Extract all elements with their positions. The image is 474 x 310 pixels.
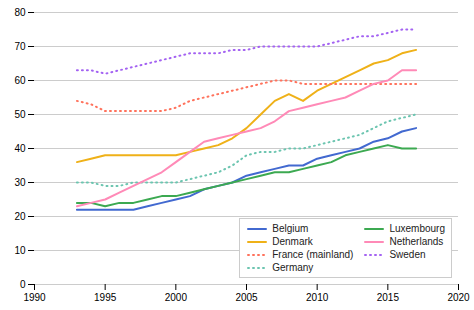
svg-text:2010: 2010 [306, 292, 329, 303]
svg-text:1995: 1995 [94, 292, 117, 303]
svg-text:60: 60 [14, 75, 26, 86]
svg-text:70: 70 [14, 41, 26, 52]
html-text:Germany: Germany [272, 262, 314, 273]
html-text:Denmark: Denmark [272, 236, 313, 247]
html-text:Netherlands: Netherlands [389, 236, 444, 247]
svg-text:2020: 2020 [447, 292, 470, 303]
html-text:Belgium: Belgium [272, 223, 309, 234]
html-text:France (mainland): France (mainland) [272, 249, 354, 260]
svg-text:2015: 2015 [377, 292, 400, 303]
svg-text:0: 0 [20, 279, 26, 290]
html-text:Luxembourg: Luxembourg [389, 223, 445, 234]
svg-text:30: 30 [14, 177, 26, 188]
svg-text:20: 20 [14, 211, 26, 222]
svg-text:80: 80 [14, 7, 26, 18]
svg-text:1990: 1990 [23, 292, 46, 303]
svg-text:10: 10 [14, 245, 26, 256]
svg-text:2005: 2005 [235, 292, 258, 303]
svg-text:40: 40 [14, 143, 26, 154]
svg-text:2000: 2000 [165, 292, 188, 303]
svg-text:50: 50 [14, 109, 26, 120]
html-text:Sweden: Sweden [389, 249, 426, 260]
